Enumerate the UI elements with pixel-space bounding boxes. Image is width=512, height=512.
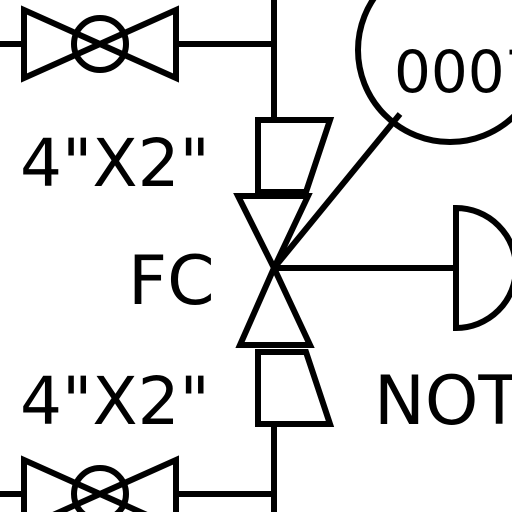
fail-position-label: FC <box>128 242 215 321</box>
diaphragm-actuator-icon[interactable] <box>453 204 512 332</box>
instrument-bubble[interactable] <box>355 0 512 145</box>
bottom-reducer-icon <box>255 349 335 427</box>
top-reducer-icon <box>255 117 335 195</box>
top-hand-valve-icon[interactable] <box>21 5 179 83</box>
size-label-bottom: 4"X2" <box>20 363 210 440</box>
control-valve-icon[interactable] <box>233 193 315 348</box>
instrument-tag-number: 0007 <box>394 38 512 106</box>
note-label: NOT <box>374 362 512 441</box>
instrument-signal-line <box>271 112 403 270</box>
size-label-top: 4"X2" <box>20 125 210 202</box>
bottom-hand-valve-icon[interactable] <box>21 455 179 512</box>
